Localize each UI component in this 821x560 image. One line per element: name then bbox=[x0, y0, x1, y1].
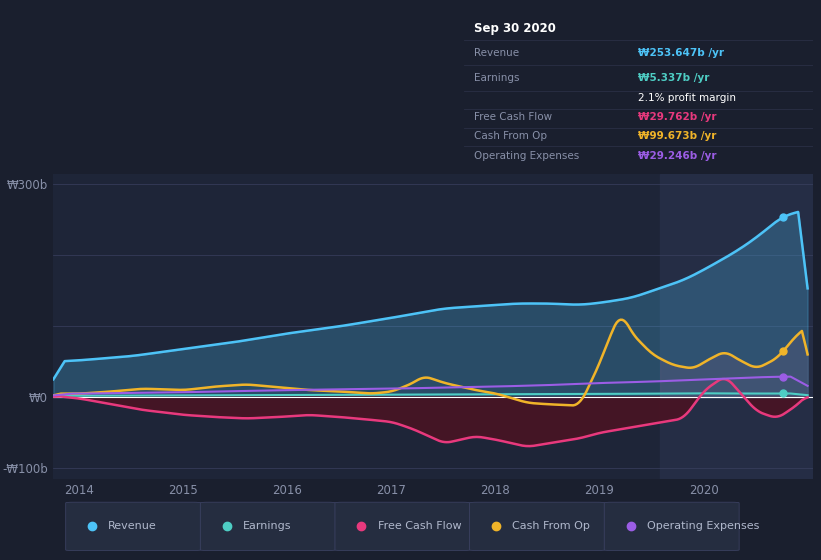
Text: Revenue: Revenue bbox=[475, 48, 520, 58]
Text: Cash From Op: Cash From Op bbox=[512, 521, 590, 531]
Text: Free Cash Flow: Free Cash Flow bbox=[378, 521, 461, 531]
Text: Operating Expenses: Operating Expenses bbox=[647, 521, 759, 531]
FancyBboxPatch shape bbox=[335, 502, 470, 550]
Bar bbox=[660, 174, 813, 479]
Text: Revenue: Revenue bbox=[108, 521, 157, 531]
Text: ₩99.673b /yr: ₩99.673b /yr bbox=[639, 130, 717, 141]
FancyBboxPatch shape bbox=[66, 502, 200, 550]
Text: ₩253.647b /yr: ₩253.647b /yr bbox=[639, 48, 724, 58]
Text: ₩29.762b /yr: ₩29.762b /yr bbox=[639, 113, 717, 122]
Text: ₩29.246b /yr: ₩29.246b /yr bbox=[639, 151, 717, 161]
Text: Free Cash Flow: Free Cash Flow bbox=[475, 113, 553, 122]
Text: Cash From Op: Cash From Op bbox=[475, 130, 548, 141]
Text: 2.1% profit margin: 2.1% profit margin bbox=[639, 93, 736, 103]
Text: Earnings: Earnings bbox=[475, 73, 520, 83]
FancyBboxPatch shape bbox=[200, 502, 335, 550]
FancyBboxPatch shape bbox=[470, 502, 604, 550]
Text: Earnings: Earnings bbox=[243, 521, 291, 531]
Text: ₩5.337b /yr: ₩5.337b /yr bbox=[639, 73, 709, 83]
Text: Operating Expenses: Operating Expenses bbox=[475, 151, 580, 161]
FancyBboxPatch shape bbox=[604, 502, 739, 550]
Text: Sep 30 2020: Sep 30 2020 bbox=[475, 22, 556, 35]
